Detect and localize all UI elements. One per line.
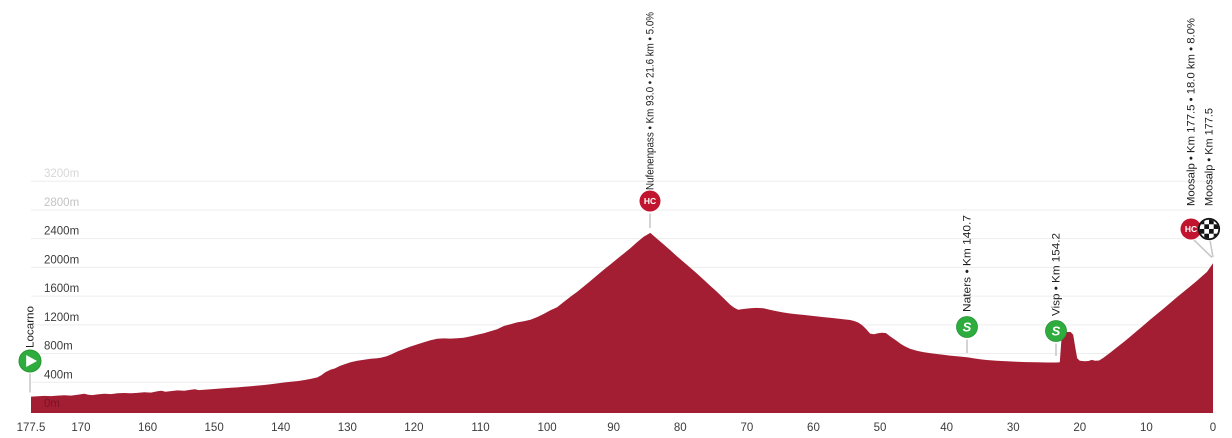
x-axis-label-60km: 60 (807, 422, 820, 434)
sprint-badge-text: S (1052, 323, 1061, 338)
y-axis-label-1200m: 1200m (44, 312, 79, 324)
x-axis-label-10km: 10 (1140, 422, 1153, 434)
x-axis-label-70km: 70 (740, 422, 753, 434)
x-axis-label-150km: 150 (205, 422, 224, 434)
y-axis-label-1600m: 1600m (44, 283, 79, 295)
x-axis-label-170km: 170 (71, 422, 90, 434)
finish-moosalp-marker: Moosalp • Km 177.5 (1197, 108, 1221, 258)
x-axis-label-50km: 50 (874, 422, 887, 434)
hc-badge-text: HC (1185, 224, 1197, 234)
start-locarno-marker: Locarno (18, 306, 42, 393)
marker-label: Nufenenpass • Km 93.0 • 21.6 km • 5.0% (645, 12, 657, 190)
sprint-naters-marker: Naters • Km 140.7 S (956, 215, 978, 353)
x-axis-label-130km: 130 (338, 422, 357, 434)
sprint-visp-marker: Visp • Km 154.2 S (1045, 233, 1067, 356)
x-axis-label-100km: 100 (537, 422, 556, 434)
climb-moosalp-marker: Moosalp • Km 177.5 • 18.0 km • 8.0% HC (1180, 18, 1213, 259)
hc-climb-badge-icon (1180, 218, 1202, 240)
x-axis-label-140km: 140 (271, 422, 290, 434)
checkered-flag-ring (1197, 217, 1221, 241)
x-axis-label-30km: 30 (1007, 422, 1020, 434)
climb-nufenenpass-marker: Nufenenpass • Km 93.0 • 21.6 km • 5.0% HC (639, 12, 661, 228)
marker-label: Visp • Km 154.2 (1051, 233, 1063, 316)
elevation-area (31, 232, 1213, 413)
y-axis-label-0m: 0m (44, 398, 60, 410)
y-axis-label-400m: 400m (44, 369, 73, 381)
y-axis-label-800m: 800m (44, 341, 73, 353)
hc-climb-badge-icon (639, 190, 661, 212)
play-triangle (26, 355, 37, 367)
sprint-badge-icon (956, 316, 978, 338)
sprint-badge-text: S (963, 319, 972, 334)
x-axis-label-40km: 40 (940, 422, 953, 434)
x-axis-label-90km: 90 (607, 422, 620, 434)
marker-label: Locarno (25, 306, 37, 348)
x-axis-label-80km: 80 (674, 422, 687, 434)
y-axis-label-2400m: 2400m (44, 226, 79, 238)
x-axis-labels: 177.5 170 160 150 140 130 120 110 100 90 80 70 60 50 4… (17, 422, 1217, 434)
hc-badge-text: HC (644, 196, 656, 206)
y-axis-label-2800m: 2800m (44, 197, 79, 209)
x-axis-label-160km: 160 (138, 422, 157, 434)
marker-connector-line (1209, 240, 1214, 258)
y-axis-label-2000m: 2000m (44, 254, 79, 266)
marker-label: Moosalp • Km 177.5 • 18.0 km • 8.0% (1186, 18, 1198, 206)
sprint-badge-icon (1045, 320, 1067, 342)
marker-label: Moosalp • Km 177.5 (1204, 108, 1216, 206)
x-axis-label-0km: 0 (1210, 422, 1216, 434)
x-axis-label-120km: 120 (404, 422, 423, 434)
x-axis-label-110km: 110 (471, 422, 489, 434)
y-axis-label-3200m: 3200m (44, 168, 79, 180)
x-axis-label-177.5km: 177.5 (17, 422, 46, 434)
x-axis-label-20km: 20 (1073, 422, 1086, 434)
y-axis-labels: 0m 400m 800m 1200m 1600m 2000m 2400m 2800m 3200m (44, 168, 79, 410)
marker-connector-line (1193, 239, 1213, 259)
marker-label: Naters • Km 140.7 (962, 215, 974, 312)
